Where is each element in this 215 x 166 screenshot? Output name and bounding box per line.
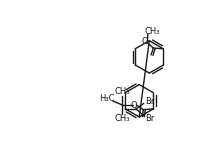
Text: O: O <box>141 37 148 46</box>
Text: Br: Br <box>145 114 155 123</box>
Text: CH₃: CH₃ <box>144 27 160 36</box>
Text: O: O <box>130 101 137 110</box>
Text: CH₃: CH₃ <box>115 114 130 123</box>
Text: Br: Br <box>145 97 155 106</box>
Text: H₃C: H₃C <box>99 94 115 103</box>
Text: CH₃: CH₃ <box>115 87 130 96</box>
